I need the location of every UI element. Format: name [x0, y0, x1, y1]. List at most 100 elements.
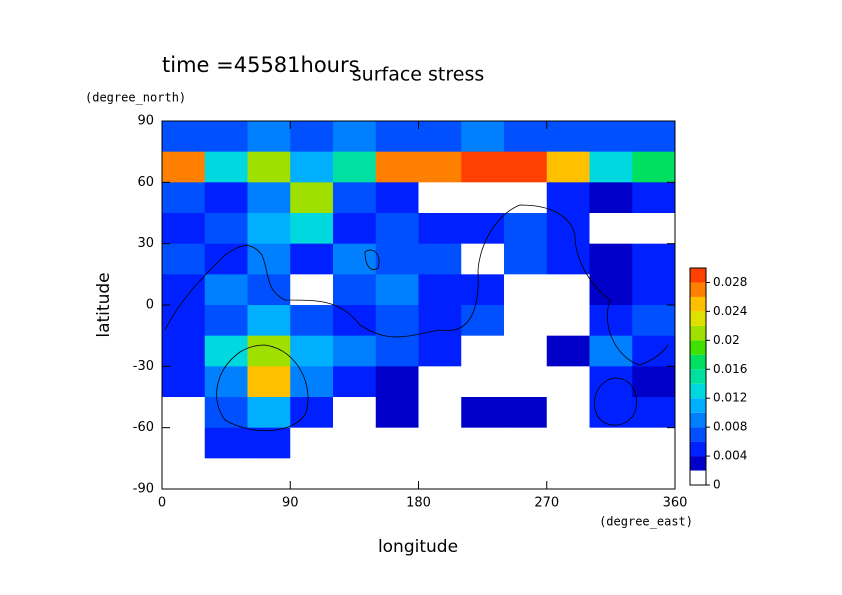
chart-title: surface stress [352, 64, 485, 86]
y-unit: (degree_north) [85, 91, 186, 105]
cell [589, 243, 633, 275]
cell [418, 151, 462, 183]
cell [632, 243, 676, 275]
cell [162, 335, 206, 367]
cell [418, 213, 462, 245]
colorbar-swatch [690, 383, 706, 399]
cell [461, 182, 505, 214]
cell [162, 151, 206, 183]
y-tick-label: 0 [146, 298, 154, 313]
colorbar-tick-label: 0.012 [713, 391, 747, 405]
cell [546, 305, 590, 337]
cell [333, 213, 377, 245]
colorbar-tick-label: 0.016 [713, 362, 747, 376]
cell [290, 458, 334, 490]
cell [504, 305, 548, 337]
cell [162, 458, 206, 490]
cell [204, 427, 248, 459]
y-tick-label: -30 [133, 359, 154, 374]
cell [546, 335, 590, 367]
x-axis-label: longitude [378, 537, 458, 557]
cell [204, 274, 248, 306]
cell [546, 366, 590, 398]
cell [461, 305, 505, 337]
cell [418, 121, 462, 153]
cell [375, 397, 419, 429]
cell [162, 397, 206, 429]
cell [333, 427, 377, 459]
colorbar-swatch [690, 354, 706, 370]
cell [589, 458, 633, 490]
cell [589, 274, 633, 306]
cell [290, 335, 334, 367]
axes: 0 90 180 270 360 90 60 30 0 -30 -60 -90 [133, 114, 688, 511]
coastline [594, 377, 637, 426]
outlines [164, 204, 669, 432]
colorbar-tick-label: 0.004 [713, 449, 747, 463]
cell [504, 397, 548, 429]
colorbar-swatch [690, 441, 706, 457]
cell [418, 305, 462, 337]
cell [333, 458, 377, 490]
cell [632, 151, 676, 183]
cell [375, 182, 419, 214]
cell [247, 458, 291, 490]
cell [504, 182, 548, 214]
colorbar-swatch [690, 398, 706, 413]
cell [632, 213, 676, 245]
cell [418, 366, 462, 398]
cell [162, 213, 206, 245]
colorbar-swatch [690, 340, 706, 355]
cell [589, 213, 633, 245]
cell [632, 274, 676, 306]
cell [504, 366, 548, 398]
cell [546, 397, 590, 429]
cell [290, 366, 334, 398]
cell [204, 182, 248, 214]
cell [333, 366, 377, 398]
cell [546, 458, 590, 490]
cell [375, 427, 419, 459]
cell [247, 243, 291, 275]
colorbar-swatch [690, 456, 706, 471]
cell [247, 274, 291, 306]
cell [290, 151, 334, 183]
cell [461, 243, 505, 275]
cell [632, 427, 676, 459]
cell [546, 182, 590, 214]
cell [504, 427, 548, 459]
colorbar-tick-label: 0.028 [713, 275, 747, 289]
cell [247, 151, 291, 183]
colorbar-swatch [690, 369, 706, 384]
colorbar-swatch [690, 412, 706, 428]
cell [247, 427, 291, 459]
cell [290, 397, 334, 429]
cell [632, 182, 676, 214]
cell [375, 274, 419, 306]
cell [546, 274, 590, 306]
y-tick-label: -60 [133, 420, 154, 435]
cell [504, 243, 548, 275]
cell [204, 243, 248, 275]
cell [375, 243, 419, 275]
cell [247, 335, 291, 367]
cell [333, 305, 377, 337]
x-tick-label: 360 [663, 496, 688, 511]
y-tick-label: -90 [133, 482, 154, 497]
cell [247, 397, 291, 429]
cell [589, 151, 633, 183]
cell [632, 305, 676, 337]
cell [204, 151, 248, 183]
cell [632, 397, 676, 429]
colorbar-tick-label: 0.024 [713, 304, 747, 318]
cell [247, 213, 291, 245]
colorbar-swatch [690, 427, 706, 442]
colorbar-swatch [690, 268, 706, 283]
cell [461, 366, 505, 398]
cell [290, 427, 334, 459]
cell [333, 397, 377, 429]
cell [461, 274, 505, 306]
cell [589, 427, 633, 459]
colorbar-swatch [690, 325, 706, 341]
cell [504, 458, 548, 490]
